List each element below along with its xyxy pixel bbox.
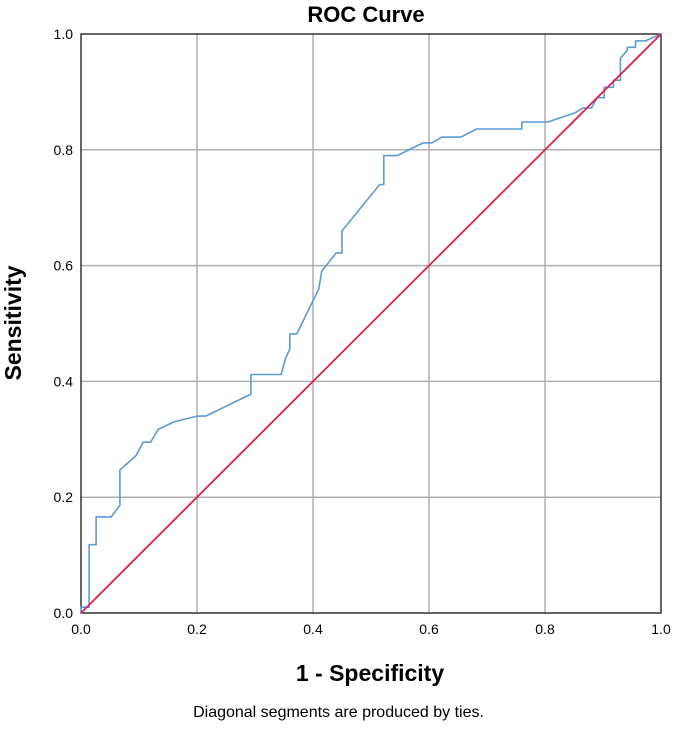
x-tick-label: 0.0 bbox=[71, 621, 91, 637]
grid-lines bbox=[81, 34, 661, 613]
y-tick-label: 0.2 bbox=[54, 489, 74, 505]
x-tick-label: 0.2 bbox=[187, 621, 207, 637]
footnote: Diagonal segments are produced by ties. bbox=[193, 704, 484, 721]
x-tick-label: 1.0 bbox=[651, 621, 671, 637]
y-tick-label: 0.0 bbox=[54, 605, 74, 621]
x-axis-label: 1 - Specificity bbox=[296, 660, 444, 686]
x-tick-label: 0.6 bbox=[419, 621, 439, 637]
x-tick-labels: 0.0 0.2 0.4 0.6 0.8 1.0 bbox=[71, 621, 671, 637]
y-tick-label: 0.8 bbox=[54, 142, 74, 158]
y-tick-label: 0.4 bbox=[54, 373, 74, 389]
y-axis-label: Sensitivity bbox=[0, 265, 26, 380]
plot-frame bbox=[80, 33, 662, 614]
reference-diagonal-line bbox=[80, 33, 662, 614]
y-tick-label: 1.0 bbox=[54, 26, 74, 42]
series-layer bbox=[80, 33, 662, 614]
x-tick-label: 0.4 bbox=[303, 621, 323, 637]
chart-title: ROC Curve bbox=[307, 2, 424, 27]
x-tick-label: 0.8 bbox=[535, 621, 555, 637]
y-tick-labels: 0.0 0.2 0.4 0.6 0.8 1.0 bbox=[54, 26, 74, 621]
y-tick-label: 0.6 bbox=[54, 258, 74, 274]
